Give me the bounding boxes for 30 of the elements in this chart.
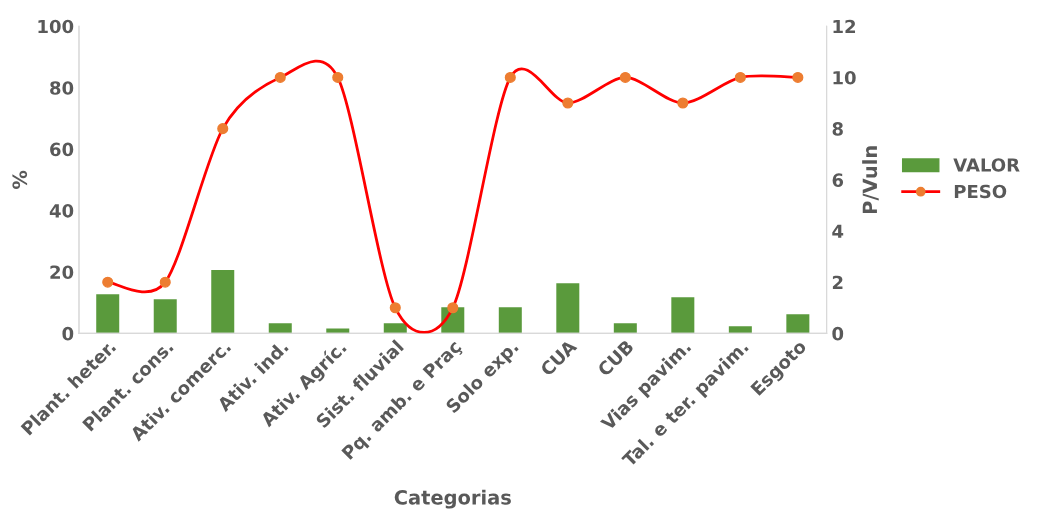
legend-label: VALOR xyxy=(953,158,1020,172)
x-axis-title: Categorias xyxy=(394,489,511,509)
bar xyxy=(153,299,177,334)
y-tick-label: 80 xyxy=(50,81,74,95)
y-tick-label: 60 xyxy=(50,142,74,157)
legend-label: PESO xyxy=(954,184,1007,199)
bar xyxy=(498,307,522,334)
y2-tick-label: 4 xyxy=(832,224,844,238)
bar xyxy=(556,283,580,334)
bar xyxy=(383,323,407,334)
bar xyxy=(96,294,120,334)
bar xyxy=(728,326,752,334)
y2-tick-label: 8 xyxy=(832,122,843,136)
y-tick-label: 0 xyxy=(62,326,74,341)
bar xyxy=(613,323,637,334)
y-tick-label: 40 xyxy=(49,203,74,218)
bar xyxy=(268,323,292,334)
y2-tick-label: 2 xyxy=(832,275,843,290)
y-tick-label: 20 xyxy=(50,265,74,280)
y-axis-title: % xyxy=(12,170,28,189)
bar xyxy=(326,328,350,334)
bar xyxy=(211,270,235,334)
y2-axis-title: P/Vuln xyxy=(862,146,879,214)
y2-tick-label: 10 xyxy=(833,70,856,85)
y2-tick-label: 6 xyxy=(832,173,844,187)
y-tick-label: 100 xyxy=(38,19,74,34)
y2-tick-label: 12 xyxy=(833,19,856,34)
y2-tick-label: 0 xyxy=(832,326,844,341)
bar xyxy=(671,297,695,334)
bar xyxy=(786,314,810,334)
